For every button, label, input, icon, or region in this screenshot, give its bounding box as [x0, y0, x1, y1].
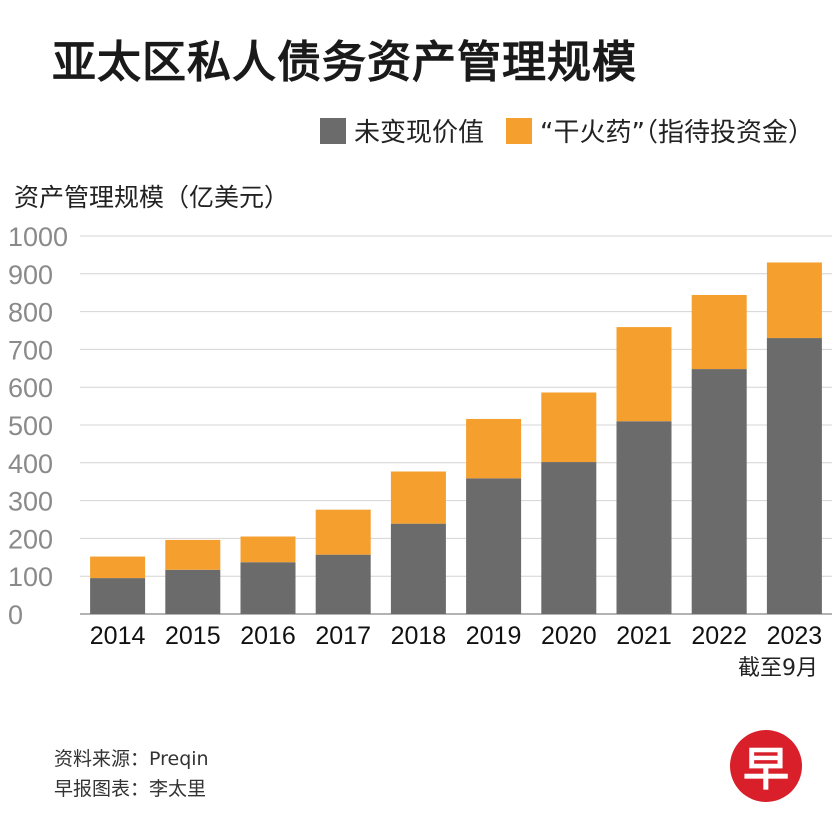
legend-item-unrealized: 未变现价值	[320, 112, 484, 149]
y-tick-label: 600	[8, 373, 53, 403]
bar-dry-powder-2016	[240, 536, 296, 563]
x-tick-label: 2023	[767, 622, 823, 650]
credit-text: 早报图表：李太里	[54, 778, 207, 800]
y-tick-label: 1000	[8, 222, 68, 252]
bar-unrealized-2018	[390, 523, 446, 614]
y-tick-label: 800	[8, 298, 53, 328]
legend-label-dry-powder: “干火药”（指待投资金）	[540, 118, 814, 148]
bar-dry-powder-2023	[766, 262, 822, 339]
bar-unrealized-2016	[240, 562, 296, 614]
x-tick-label: 2017	[315, 622, 371, 650]
legend-label-unrealized: 未变现价值	[354, 118, 485, 148]
y-tick-label: 500	[8, 411, 53, 441]
y-tick-label: 900	[8, 260, 53, 290]
bar-dry-powder-2017	[315, 509, 371, 555]
bar-unrealized-2015	[165, 569, 221, 614]
x-tick-label: 2021	[616, 622, 672, 650]
bar-dry-powder-2020	[541, 392, 597, 463]
legend: 未变现价值 “干火药”（指待投资金）	[320, 112, 814, 149]
date-note: 截至9月	[738, 656, 818, 681]
bar-dry-powder-2015	[165, 539, 221, 570]
bar-unrealized-2022	[691, 369, 747, 614]
x-tick-label: 2014	[90, 622, 146, 650]
y-tick-label: 700	[8, 335, 53, 365]
bar-dry-powder-2014	[90, 556, 146, 579]
y-tick-label: 200	[8, 524, 53, 554]
y-axis-label: 资产管理规模（亿美元）	[14, 183, 290, 212]
legend-swatch-unrealized	[320, 117, 347, 144]
bar-dry-powder-2022	[691, 294, 747, 370]
y-tick-label: 400	[8, 449, 53, 479]
y-tick-label: 100	[8, 562, 53, 592]
footer: 资料来源：Preqin 早报图表：李太里	[54, 744, 209, 804]
legend-item-dry-powder: “干火药”（指待投资金）	[506, 112, 814, 149]
y-tick-label: 300	[8, 487, 53, 517]
x-tick-label: 2018	[391, 622, 447, 650]
bar-dry-powder-2019	[466, 418, 522, 479]
y-tick-label: 0	[8, 600, 23, 630]
x-tick-label: 2019	[466, 622, 522, 650]
x-tick-label: 2016	[240, 622, 296, 650]
bar-unrealized-2019	[466, 478, 522, 614]
bar-dry-powder-2018	[390, 471, 446, 524]
x-tick-label: 2015	[165, 622, 221, 650]
logo-text: 早	[743, 742, 789, 796]
bar-unrealized-2014	[90, 578, 146, 614]
bar-dry-powder-2021	[616, 327, 672, 422]
x-tick-label: 2020	[541, 622, 597, 650]
legend-swatch-dry-powder	[506, 117, 533, 144]
bar-unrealized-2020	[541, 462, 597, 614]
chart-title: 亚太区私人债务资产管理规模	[52, 37, 637, 88]
bar-unrealized-2021	[616, 421, 672, 614]
bar-unrealized-2017	[315, 554, 371, 614]
bar-unrealized-2023	[766, 338, 822, 614]
x-tick-label: 2022	[691, 622, 747, 650]
zaobao-logo: 早	[730, 730, 802, 802]
source-text: 资料来源：Preqin	[54, 748, 209, 770]
